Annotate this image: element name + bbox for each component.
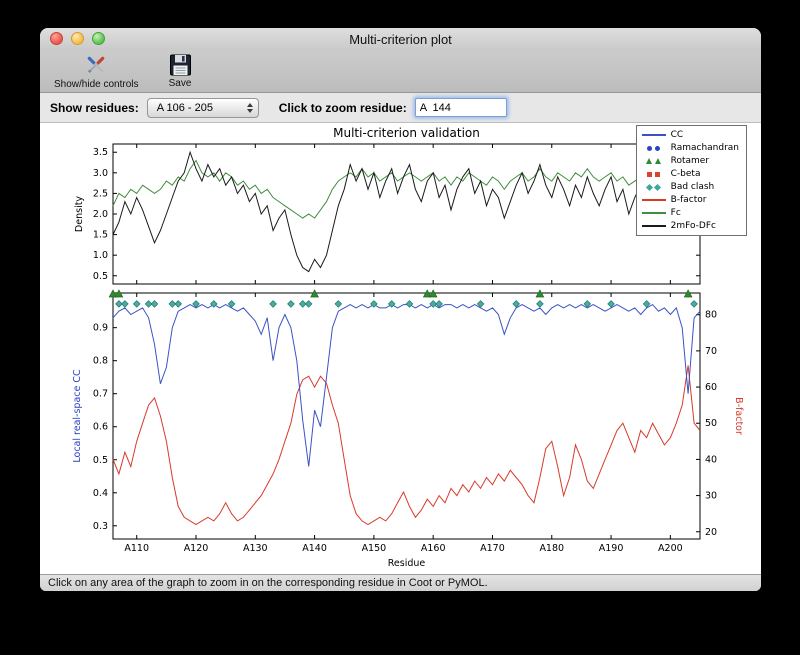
popup-stepper-icon <box>246 102 253 113</box>
zoom-button[interactable] <box>92 32 105 45</box>
legend-label: Rotamer <box>670 156 710 166</box>
plot-panel[interactable]: Multi-criterion validation 0.5 1.0 1.5 2.0 2.… <box>40 123 761 574</box>
zoom-residue-input[interactable] <box>414 98 507 117</box>
svg-text:A200: A200 <box>658 543 683 554</box>
svg-text:2.0: 2.0 <box>93 209 108 220</box>
svg-text:0.8: 0.8 <box>93 356 108 367</box>
tools-icon <box>87 56 105 74</box>
zoom-residue-label: Click to zoom residue: <box>278 100 407 115</box>
window-title: Multi-criterion plot <box>349 31 452 47</box>
svg-text:30: 30 <box>705 491 717 502</box>
legend-label: B-factor <box>670 195 707 205</box>
close-button[interactable] <box>50 32 63 45</box>
svg-text:A150: A150 <box>362 543 387 554</box>
svg-text:Density: Density <box>74 196 85 232</box>
svg-text:0.7: 0.7 <box>93 389 108 400</box>
show-hide-controls-button[interactable]: Show/hide controls <box>54 53 139 90</box>
svg-text:A190: A190 <box>599 543 624 554</box>
svg-text:0.9: 0.9 <box>93 323 108 334</box>
legend-label: Bad clash <box>670 182 715 192</box>
show-residues-label: Show residues: <box>50 100 139 115</box>
svg-text:0.5: 0.5 <box>93 271 108 282</box>
svg-text:2.5: 2.5 <box>93 188 108 199</box>
traffic-lights <box>50 32 105 45</box>
svg-text:50: 50 <box>705 418 717 429</box>
minimize-button[interactable] <box>71 32 84 45</box>
multi-criterion-chart[interactable]: Multi-criterion validation 0.5 1.0 1.5 2.0 2.… <box>40 123 760 574</box>
svg-text:0.6: 0.6 <box>93 422 108 433</box>
svg-text:60: 60 <box>705 382 717 393</box>
legend-item: Fc <box>641 207 739 219</box>
svg-text:A160: A160 <box>421 543 446 554</box>
legend-item: Rotamer <box>641 155 739 167</box>
svg-text:0.5: 0.5 <box>93 455 108 466</box>
svg-text:A110: A110 <box>124 543 149 554</box>
svg-text:Multi-criterion validation: Multi-criterion validation <box>333 126 480 140</box>
controls-row: Show residues: A 106 - 205 Click to zoom… <box>40 93 761 123</box>
svg-text:A120: A120 <box>184 543 209 554</box>
legend-label: Fc <box>670 208 681 218</box>
status-text: Click on any area of the graph to zoom i… <box>48 577 488 589</box>
svg-text:B-factor: B-factor <box>733 397 744 435</box>
residue-range-select[interactable]: A 106 - 205 <box>146 97 259 118</box>
svg-text:1.5: 1.5 <box>93 230 108 241</box>
save-icon <box>169 54 191 76</box>
legend-item: 2mFo-DFc <box>641 220 739 232</box>
app-window: Multi-criterion plot Show/hide controls <box>40 28 761 591</box>
svg-text:20: 20 <box>705 527 717 538</box>
residue-range-value: A 106 - 205 <box>156 101 213 114</box>
status-bar: Click on any area of the graph to zoom i… <box>40 574 761 591</box>
svg-text:40: 40 <box>705 454 717 465</box>
svg-text:A140: A140 <box>302 543 327 554</box>
legend-item: B-factor <box>641 194 739 206</box>
toolbar: Show/hide controls Save <box>40 50 761 93</box>
svg-text:Local real-space CC: Local real-space CC <box>72 369 83 463</box>
svg-text:80: 80 <box>705 310 717 321</box>
svg-text:A180: A180 <box>539 543 564 554</box>
legend-label: Ramachandran <box>670 143 739 153</box>
legend-label: CC <box>670 130 684 140</box>
window-titlebar[interactable]: Multi-criterion plot <box>40 28 761 50</box>
legend-item: Ramachandran <box>641 142 739 154</box>
show-hide-controls-label: Show/hide controls <box>54 79 139 90</box>
svg-text:0.4: 0.4 <box>93 488 108 499</box>
legend-item: CC <box>641 129 739 141</box>
chart-legend: CC Ramachandran Rotamer C-beta Bad clash B-fa… <box>635 125 747 236</box>
legend-item: C-beta <box>641 168 739 180</box>
svg-text:70: 70 <box>705 346 717 357</box>
save-label: Save <box>168 78 192 89</box>
svg-text:0.3: 0.3 <box>93 521 108 532</box>
legend-item: Bad clash <box>641 181 739 193</box>
svg-text:3.5: 3.5 <box>93 147 108 158</box>
save-button[interactable]: Save <box>169 53 192 89</box>
svg-text:1.0: 1.0 <box>93 250 108 261</box>
legend-label: 2mFo-DFc <box>670 221 716 231</box>
svg-text:3.0: 3.0 <box>93 168 108 179</box>
legend-label: C-beta <box>670 169 701 179</box>
svg-text:Residue: Residue <box>388 558 426 569</box>
svg-text:A130: A130 <box>243 543 268 554</box>
svg-text:A170: A170 <box>480 543 505 554</box>
